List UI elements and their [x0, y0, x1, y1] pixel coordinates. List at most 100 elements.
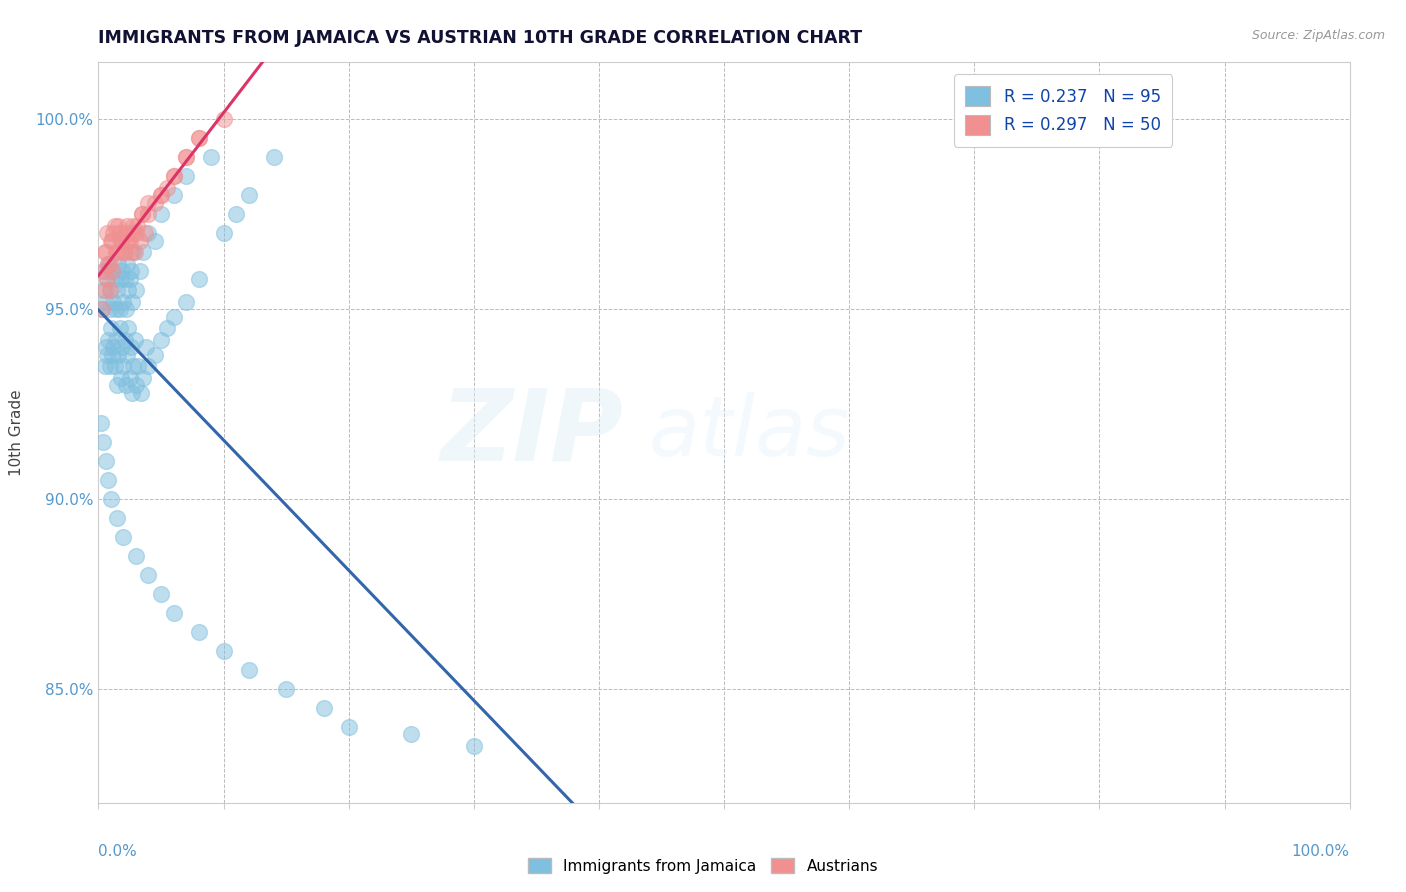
Point — [115, 227, 138, 241]
Legend: Immigrants from Jamaica, Austrians: Immigrants from Jamaica, Austrians — [522, 852, 884, 880]
Point — [132, 245, 155, 260]
Point — [90, 416, 112, 430]
Point — [103, 227, 125, 241]
Point — [94, 454, 117, 468]
Point — [238, 188, 260, 202]
Point — [463, 739, 485, 753]
Text: 0.0%: 0.0% — [98, 844, 138, 858]
Point — [104, 245, 127, 260]
Point — [105, 245, 128, 260]
Point — [131, 207, 153, 221]
Point — [143, 195, 166, 210]
Point — [98, 359, 121, 374]
Point — [118, 234, 141, 248]
Point — [111, 340, 134, 354]
Point — [110, 234, 132, 248]
Point — [107, 219, 129, 233]
Point — [117, 321, 139, 335]
Point — [401, 727, 423, 741]
Point — [114, 272, 136, 286]
Point — [125, 378, 148, 392]
Point — [337, 720, 360, 734]
Point — [135, 340, 157, 354]
Point — [238, 663, 260, 677]
Point — [97, 257, 120, 271]
Point — [115, 219, 138, 233]
Point — [112, 530, 135, 544]
Text: 100.0%: 100.0% — [1292, 844, 1350, 858]
Point — [122, 245, 145, 260]
Point — [131, 207, 153, 221]
Point — [150, 207, 173, 221]
Point — [312, 701, 335, 715]
Point — [162, 169, 184, 184]
Point — [125, 549, 148, 563]
Point — [94, 245, 117, 260]
Point — [98, 302, 121, 317]
Text: ZIP: ZIP — [441, 384, 624, 481]
Point — [127, 219, 149, 233]
Point — [100, 234, 122, 248]
Point — [96, 272, 118, 286]
Point — [105, 378, 128, 392]
Point — [114, 245, 136, 260]
Point — [187, 131, 209, 145]
Point — [127, 359, 149, 374]
Point — [108, 321, 131, 335]
Point — [162, 606, 184, 620]
Point — [110, 272, 132, 286]
Point — [93, 359, 115, 374]
Point — [103, 340, 125, 354]
Point — [150, 587, 173, 601]
Point — [118, 370, 141, 384]
Point — [112, 359, 135, 374]
Point — [138, 195, 160, 210]
Text: Source: ZipAtlas.com: Source: ZipAtlas.com — [1251, 29, 1385, 42]
Point — [108, 227, 131, 241]
Point — [96, 348, 118, 362]
Point — [100, 321, 122, 335]
Point — [128, 264, 150, 278]
Point — [93, 245, 115, 260]
Point — [174, 169, 197, 184]
Point — [93, 283, 115, 297]
Point — [101, 348, 124, 362]
Point — [104, 302, 127, 317]
Point — [156, 321, 179, 335]
Point — [162, 188, 184, 202]
Y-axis label: 10th Grade: 10th Grade — [10, 389, 24, 476]
Point — [111, 234, 134, 248]
Point — [124, 333, 146, 347]
Point — [110, 370, 132, 384]
Point — [132, 370, 155, 384]
Point — [105, 283, 128, 297]
Point — [115, 302, 138, 317]
Point — [97, 473, 120, 487]
Point — [97, 257, 120, 271]
Point — [174, 150, 197, 164]
Point — [143, 348, 166, 362]
Legend: R = 0.237   N = 95, R = 0.297   N = 50: R = 0.237 N = 95, R = 0.297 N = 50 — [953, 74, 1173, 147]
Point — [120, 245, 142, 260]
Point — [105, 511, 128, 525]
Point — [121, 227, 143, 241]
Point — [117, 283, 139, 297]
Point — [117, 234, 139, 248]
Text: atlas: atlas — [650, 392, 851, 473]
Point — [187, 272, 209, 286]
Point — [263, 150, 285, 164]
Point — [187, 131, 209, 145]
Point — [134, 227, 156, 241]
Point — [96, 272, 118, 286]
Point — [101, 234, 124, 248]
Point — [120, 340, 142, 354]
Point — [98, 257, 121, 271]
Point — [138, 227, 160, 241]
Point — [129, 385, 152, 400]
Point — [138, 568, 160, 582]
Point — [112, 245, 135, 260]
Point — [115, 378, 138, 392]
Point — [103, 294, 125, 309]
Point — [225, 207, 247, 221]
Point — [96, 227, 118, 241]
